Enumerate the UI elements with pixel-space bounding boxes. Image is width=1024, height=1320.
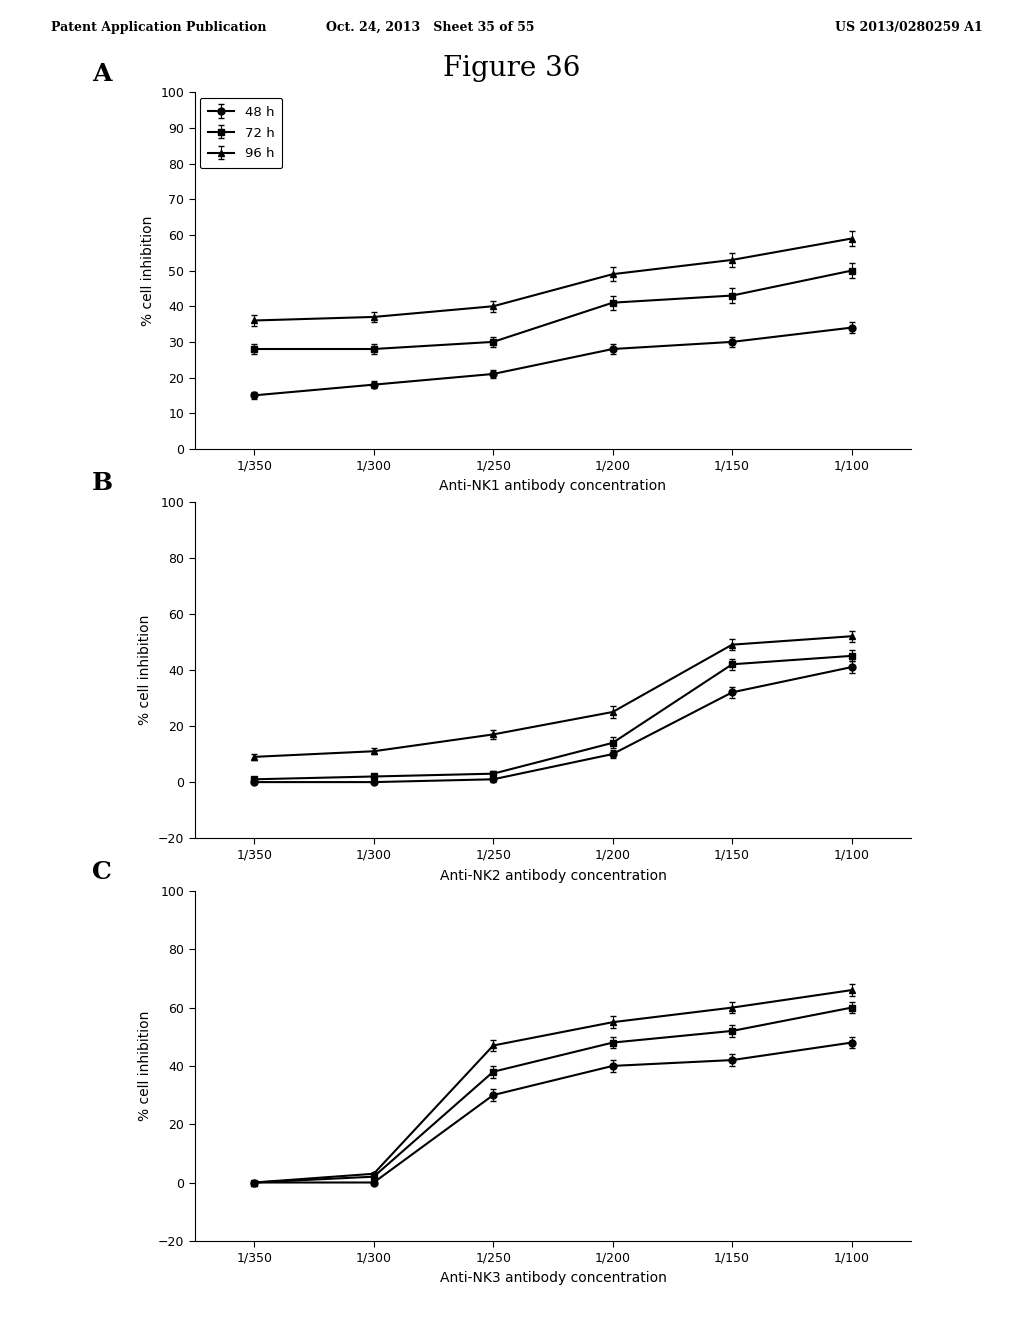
X-axis label: Anti-NK3 antibody concentration: Anti-NK3 antibody concentration bbox=[439, 1271, 667, 1286]
Legend: 48 h, 72 h, 96 h: 48 h, 72 h, 96 h bbox=[200, 98, 283, 169]
Y-axis label: % cell inhibition: % cell inhibition bbox=[138, 1011, 153, 1121]
X-axis label: Anti-NK1 antibody concentration: Anti-NK1 antibody concentration bbox=[439, 479, 667, 494]
X-axis label: Anti-NK2 antibody concentration: Anti-NK2 antibody concentration bbox=[439, 869, 667, 883]
Text: Oct. 24, 2013   Sheet 35 of 55: Oct. 24, 2013 Sheet 35 of 55 bbox=[326, 21, 535, 34]
Y-axis label: % cell inhibition: % cell inhibition bbox=[140, 215, 155, 326]
Text: A: A bbox=[92, 62, 112, 86]
Text: B: B bbox=[92, 471, 114, 495]
Y-axis label: % cell inhibition: % cell inhibition bbox=[138, 615, 153, 725]
Text: C: C bbox=[92, 861, 112, 884]
Text: US 2013/0280259 A1: US 2013/0280259 A1 bbox=[836, 21, 983, 34]
Text: Patent Application Publication: Patent Application Publication bbox=[51, 21, 266, 34]
Text: Figure 36: Figure 36 bbox=[443, 55, 581, 82]
